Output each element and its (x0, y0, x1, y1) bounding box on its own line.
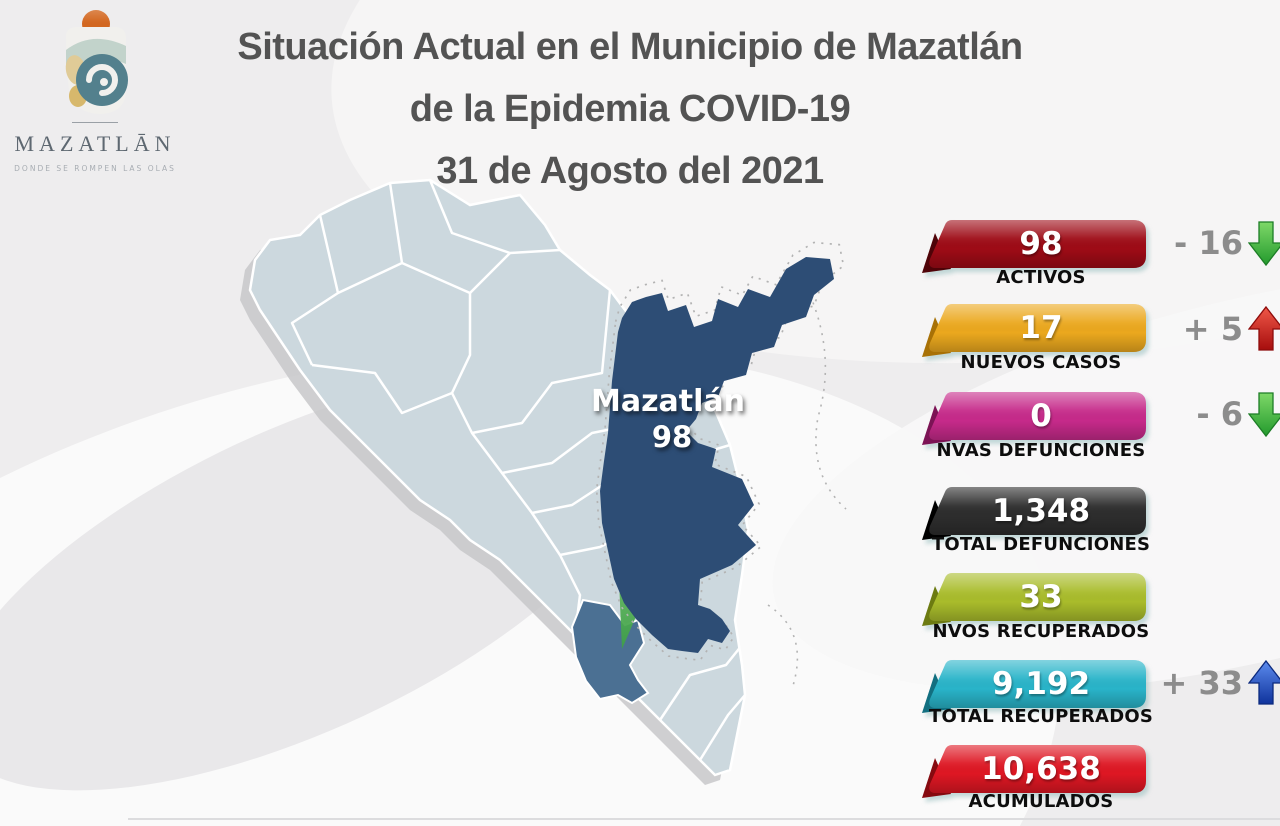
stat-value: 33 (1019, 579, 1063, 615)
stat-ribbon (922, 745, 1146, 798)
stat-value: 10,638 (981, 751, 1101, 787)
stat-label: NVAS DEFUNCIONES (936, 440, 1146, 461)
stat-value: 98 (1019, 226, 1063, 262)
arrow-up-red-icon (1248, 305, 1280, 351)
stat-label: TOTAL RECUPERADOS (929, 706, 1153, 727)
shell-logo-icon (65, 10, 128, 114)
stat-value: 0 (1030, 398, 1052, 434)
stat-ribbon (922, 487, 1146, 540)
stat-label: ACTIVOS (996, 267, 1086, 288)
stat-ribbon (922, 220, 1146, 273)
stat-label: NUEVOS CASOS (960, 352, 1122, 373)
stat-ribbon (922, 392, 1146, 445)
stat-delta: - 16 (1146, 217, 1280, 269)
mazatlan-highlight (600, 257, 834, 653)
delta-value: - 6 (1196, 395, 1243, 433)
sinaloa-map: Mazatlán 98 (170, 175, 850, 826)
logo-tagline: DONDE SE ROMPEN LAS OLAS (14, 164, 176, 173)
stat-value: 17 (1019, 310, 1063, 346)
stat-label: ACUMULADOS (968, 791, 1114, 812)
stat-delta: + 33 (1146, 657, 1280, 709)
stat-delta: - 6 (1146, 388, 1280, 440)
delta-value: - 16 (1174, 224, 1243, 262)
arrow-up-blue-icon (1248, 659, 1280, 705)
stat-label: TOTAL DEFUNCIONES (931, 534, 1151, 555)
title-line-3: 31 de Agosto del 2021 (436, 150, 824, 192)
title-line-1: Situación Actual en el Municipio de Maza… (237, 26, 1023, 68)
map-region-label: Mazatlán (591, 384, 745, 419)
title-line-2: de la Epidemia COVID-19 (409, 88, 851, 130)
delta-value: + 5 (1182, 310, 1243, 348)
mazatlan-logo: MAZATLĀN DONDE SE ROMPEN LAS OLAS (0, 6, 190, 173)
stat-label: NVOS RECUPERADOS (932, 621, 1150, 642)
stat-value: 9,192 (991, 666, 1091, 702)
arrow-down-green-icon (1248, 392, 1280, 438)
stat-delta: + 5 (1146, 303, 1280, 355)
logo-divider (72, 122, 118, 123)
stat-ribbon (922, 573, 1146, 626)
stat-value: 1,348 (991, 493, 1091, 529)
arrow-down-green-icon (1248, 221, 1280, 267)
logo-brand: MAZATLĀN (14, 131, 176, 156)
delta-value: + 33 (1160, 664, 1243, 702)
stat-ribbon (922, 660, 1146, 713)
map-region-value: 98 (652, 420, 692, 454)
stat-ribbon (922, 304, 1146, 357)
page-title: Situación Actual en el Municipio de Maza… (230, 16, 1030, 202)
bottom-rule (128, 818, 1280, 820)
